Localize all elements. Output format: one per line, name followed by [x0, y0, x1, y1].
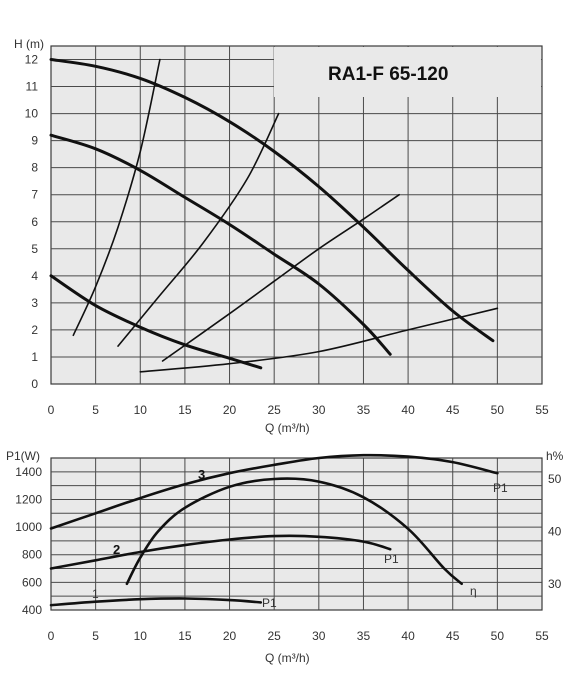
system-curve-1	[72, 58, 161, 337]
power-curve-2	[49, 534, 392, 570]
head-y-axis-label: H (m)	[14, 37, 44, 51]
power-x-tick-label: 5	[92, 629, 99, 643]
p1-label-curve-3: P1	[493, 481, 508, 495]
power-x-tick-label: 20	[223, 629, 237, 643]
efficiency-y-axis-label: h%	[546, 449, 564, 463]
head-y-tick-label: 12	[25, 53, 39, 67]
power-x-tick-label: 15	[178, 629, 192, 643]
power-x-tick-label: 25	[268, 629, 282, 643]
power-y-tick-label: 1200	[15, 492, 42, 506]
power-y-axis-label: P1(W)	[6, 449, 40, 463]
power-curve-1	[49, 597, 263, 607]
curve-label-3: 3	[198, 467, 205, 482]
p1-label-curve-2: P1	[384, 552, 399, 566]
power-y-tick-label: 400	[22, 603, 42, 617]
head-x-tick-label: 40	[401, 403, 415, 417]
head-y-tick-label: 7	[31, 188, 38, 202]
power-x-tick-label: 0	[48, 629, 55, 643]
curve-label-1: 1	[92, 587, 99, 601]
head-x-tick-label: 5	[92, 403, 99, 417]
head-x-axis-label: Q (m³/h)	[265, 421, 310, 435]
system-curve-2	[117, 112, 280, 347]
power-x-tick-label: 45	[446, 629, 460, 643]
p1-label-curve-1: P1	[262, 596, 277, 610]
head-y-tick-label: 4	[31, 269, 38, 283]
efficiency-curve	[125, 477, 463, 586]
power-y-tick-label: 1400	[15, 465, 42, 479]
head-x-ticks: 0 5 10 15 20 25 30 35 40 45 50 55	[48, 403, 549, 417]
head-y-tick-label: 2	[31, 323, 38, 337]
head-x-tick-label: 35	[357, 403, 371, 417]
power-grid	[51, 458, 542, 610]
head-y-tick-label: 5	[31, 242, 38, 256]
power-x-tick-label: 35	[357, 629, 371, 643]
head-x-tick-label: 45	[446, 403, 460, 417]
head-x-tick-label: 20	[223, 403, 237, 417]
power-x-ticks: 0 5 10 15 20 25 30 35 40 45 50 55	[48, 629, 549, 643]
head-y-tick-label: 10	[25, 107, 39, 121]
efficiency-y-tick-label: 30	[548, 577, 562, 591]
title-box	[274, 47, 541, 97]
head-curves	[49, 58, 499, 373]
head-x-tick-label: 0	[48, 403, 55, 417]
head-x-tick-label: 30	[312, 403, 326, 417]
power-x-axis-label: Q (m³/h)	[265, 651, 310, 665]
power-x-tick-label: 55	[535, 629, 549, 643]
head-y-tick-label: 1	[31, 350, 38, 364]
system-curve-3	[161, 193, 400, 362]
power-y-tick-label: 800	[22, 548, 42, 562]
head-curve-1	[49, 274, 263, 370]
head-x-tick-label: 25	[268, 403, 282, 417]
power-y-tick-label: 600	[22, 575, 42, 589]
head-y-tick-label: 3	[31, 296, 38, 310]
head-x-tick-label: 55	[535, 403, 549, 417]
power-x-tick-label: 40	[401, 629, 415, 643]
efficiency-y-tick-label: 50	[548, 472, 562, 486]
head-y-tick-label: 8	[31, 161, 38, 175]
curve-label-2: 2	[113, 542, 120, 557]
chart-title: RA1-F 65-120	[328, 64, 448, 85]
head-curve-2	[49, 133, 392, 356]
power-curves	[49, 453, 499, 607]
head-x-tick-label: 10	[134, 403, 148, 417]
efficiency-y-ticks: 30 40 50	[548, 472, 562, 591]
power-x-tick-label: 30	[312, 629, 326, 643]
efficiency-label: η	[470, 584, 477, 598]
power-y-ticks: 400 600 800 1000 1200 1400	[15, 465, 42, 617]
head-y-tick-label: 0	[31, 377, 38, 391]
power-x-tick-label: 50	[491, 629, 505, 643]
system-curve-4	[139, 307, 499, 373]
head-y-tick-label: 9	[31, 134, 38, 148]
power-plot-area	[50, 457, 543, 611]
head-x-tick-label: 50	[491, 403, 505, 417]
power-efficiency-chart: 0 5 10 15 20 25 30 35 40 45 50 55 400 600 800 1000 1200…	[6, 449, 564, 665]
head-x-tick-label: 15	[178, 403, 192, 417]
efficiency-y-tick-label: 40	[548, 524, 562, 538]
power-curve-3	[49, 453, 499, 530]
head-y-tick-label: 6	[31, 215, 38, 229]
power-y-tick-label: 1000	[15, 520, 42, 534]
power-x-tick-label: 10	[134, 629, 148, 643]
head-flow-chart: RA1-F 65-120 0 5 10 15 20 25 30 35 40 45 50 55 0123…	[14, 37, 549, 435]
head-curve-3	[49, 58, 495, 343]
head-y-tick-label: 11	[26, 80, 39, 94]
